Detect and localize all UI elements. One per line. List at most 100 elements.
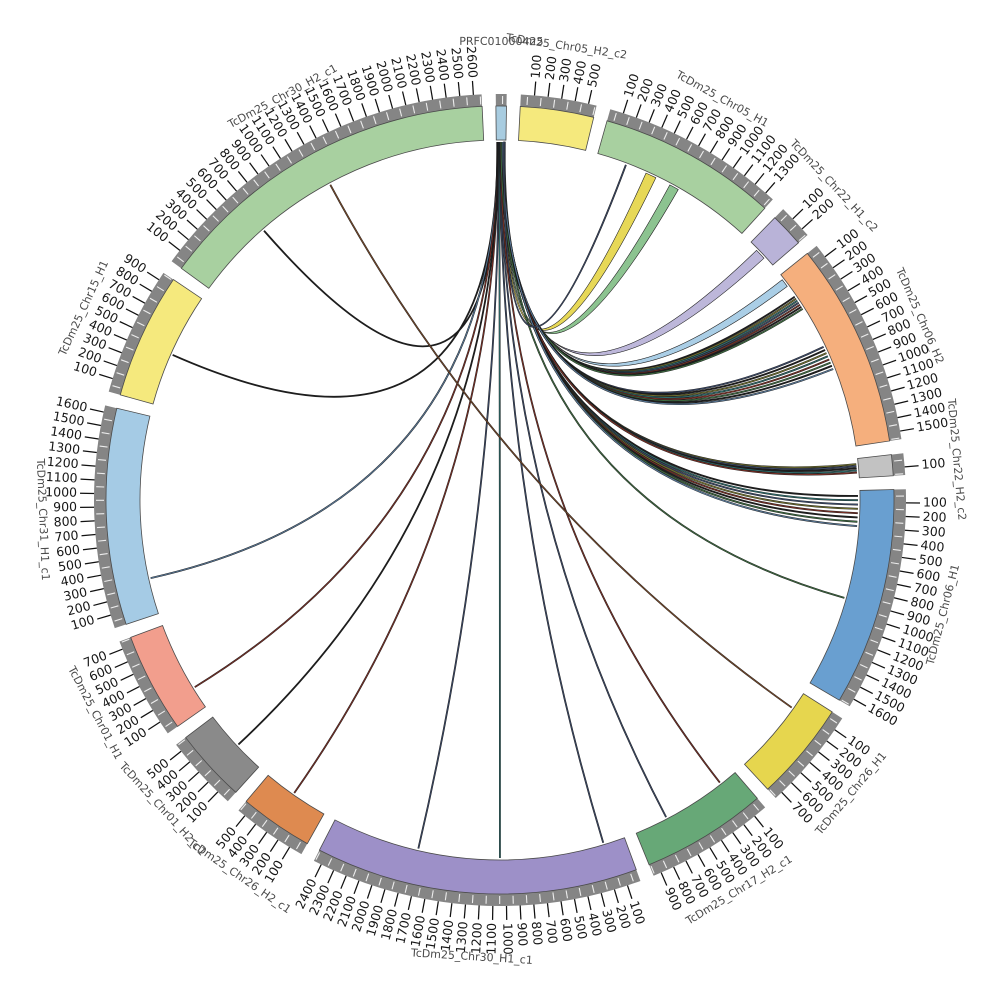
- minor-tick: [165, 721, 173, 728]
- scale-band-TcDm25_Chr31_H1_c1: [93, 405, 127, 629]
- minor-tick: [136, 321, 145, 327]
- segment-label-TcDm25_Chr05_H2_c2: TcDm25_Chr05_H2_c2: [504, 31, 628, 62]
- minor-tick: [275, 163, 281, 171]
- scale-band-TcDm25_Chr01_H2_c1: [176, 737, 236, 802]
- minor-tick: [662, 860, 668, 869]
- scale-band-TcDm25_Chr05_H2_c2: [520, 94, 597, 118]
- minor-tick: [578, 887, 582, 896]
- minor-tick: [315, 852, 321, 860]
- scale-band-TcDm25_Chr30_H1_c1: [313, 850, 641, 907]
- tick-mark: [854, 295, 868, 304]
- minor-tick: [814, 739, 822, 746]
- tick-mark: [871, 661, 886, 669]
- tick-mark: [853, 698, 867, 707]
- minor-tick: [298, 149, 304, 157]
- minor-tick: [721, 165, 728, 173]
- scale-band-TcDm25_Chr22_H1_c2: [774, 209, 808, 243]
- minor-tick: [663, 132, 668, 140]
- minor-tick: [870, 639, 879, 644]
- minor-tick: [780, 214, 788, 222]
- tick-mark: [877, 346, 892, 353]
- tick-label: 200: [613, 903, 634, 930]
- tick-mark: [334, 113, 342, 127]
- tick-mark: [877, 649, 891, 656]
- minor-tick: [372, 116, 377, 125]
- link-outline: [498, 141, 605, 844]
- minor-tick: [137, 675, 146, 681]
- minor-tick: [157, 710, 166, 716]
- minor-tick: [812, 252, 820, 258]
- minor-tick: [340, 863, 345, 872]
- tick-label: 1600: [55, 393, 89, 415]
- minor-tick: [539, 893, 542, 903]
- tick-mark: [80, 478, 95, 481]
- link-outline: [501, 142, 858, 476]
- tick-label: 900: [53, 499, 77, 514]
- segment-label-TcDm25_Chr31_H1_c1: TcDm25_Chr31_H1_c1: [34, 457, 52, 581]
- minor-tick: [882, 601, 891, 605]
- tick-mark: [314, 864, 322, 878]
- tick-label: 300: [62, 584, 89, 604]
- tick-label: 2200: [403, 53, 424, 87]
- tick-mark: [792, 208, 804, 220]
- tick-mark: [882, 359, 897, 366]
- link-strand: [498, 142, 501, 859]
- minor-tick: [638, 121, 643, 130]
- segment-label-PRFC01000425: PRFC01000425: [459, 35, 543, 48]
- tick-label: 2400: [433, 48, 452, 82]
- tick-mark: [89, 587, 104, 593]
- minor-tick: [126, 651, 135, 656]
- tick-mark: [899, 428, 915, 432]
- link-outline: [501, 142, 857, 474]
- minor-tick: [240, 803, 247, 811]
- tick-mark: [80, 520, 95, 523]
- tick-mark: [626, 885, 633, 899]
- scale-band-TcDm25_Chr17_H2_c1: [649, 798, 766, 876]
- minor-tick: [710, 157, 716, 166]
- segment-arc-PRFC01000425: [495, 105, 507, 141]
- minor-tick: [855, 321, 863, 326]
- tick-mark: [457, 82, 461, 97]
- tick-label: 2100: [388, 56, 410, 90]
- tick-label: 1100: [483, 923, 499, 955]
- tick-mark: [81, 464, 96, 467]
- tick-mark: [890, 610, 905, 616]
- tick-mark: [374, 98, 380, 113]
- minor-tick: [195, 760, 203, 767]
- tick-mark: [109, 648, 123, 655]
- minor-tick: [471, 895, 474, 904]
- tick-mark: [801, 218, 813, 230]
- scale-band-TcDm25_Chr05_H1: [607, 109, 773, 209]
- tick-label: 400: [570, 59, 589, 85]
- minor-tick: [439, 100, 442, 109]
- tick-label: 1000: [500, 923, 516, 955]
- link-strand: [417, 142, 500, 849]
- tick-mark: [84, 436, 99, 440]
- minor-tick: [204, 770, 212, 777]
- minor-tick: [848, 309, 857, 314]
- tick-mark: [905, 515, 920, 518]
- minor-tick: [149, 297, 158, 303]
- minor-tick: [859, 664, 868, 669]
- minor-tick: [431, 890, 434, 899]
- minor-tick: [763, 198, 770, 206]
- tick-mark: [832, 259, 845, 269]
- tick-label: 100: [527, 54, 544, 79]
- minor-tick: [883, 397, 892, 401]
- tick-mark: [284, 138, 293, 152]
- tick-label: 500: [584, 62, 604, 89]
- minor-tick: [264, 171, 270, 179]
- minor-tick: [272, 827, 279, 835]
- tick-mark: [743, 824, 753, 837]
- tick-mark: [113, 333, 128, 341]
- minor-tick: [391, 881, 395, 890]
- link-strand: [499, 141, 667, 818]
- minor-tick: [250, 811, 257, 819]
- segment-arc-TcDm25_Chr01_H1: [130, 624, 206, 728]
- tick-mark: [226, 180, 238, 192]
- minor-tick: [552, 892, 555, 901]
- tick-label: 100: [69, 612, 96, 633]
- tick-label: 300: [921, 523, 946, 540]
- tick-mark: [108, 347, 122, 354]
